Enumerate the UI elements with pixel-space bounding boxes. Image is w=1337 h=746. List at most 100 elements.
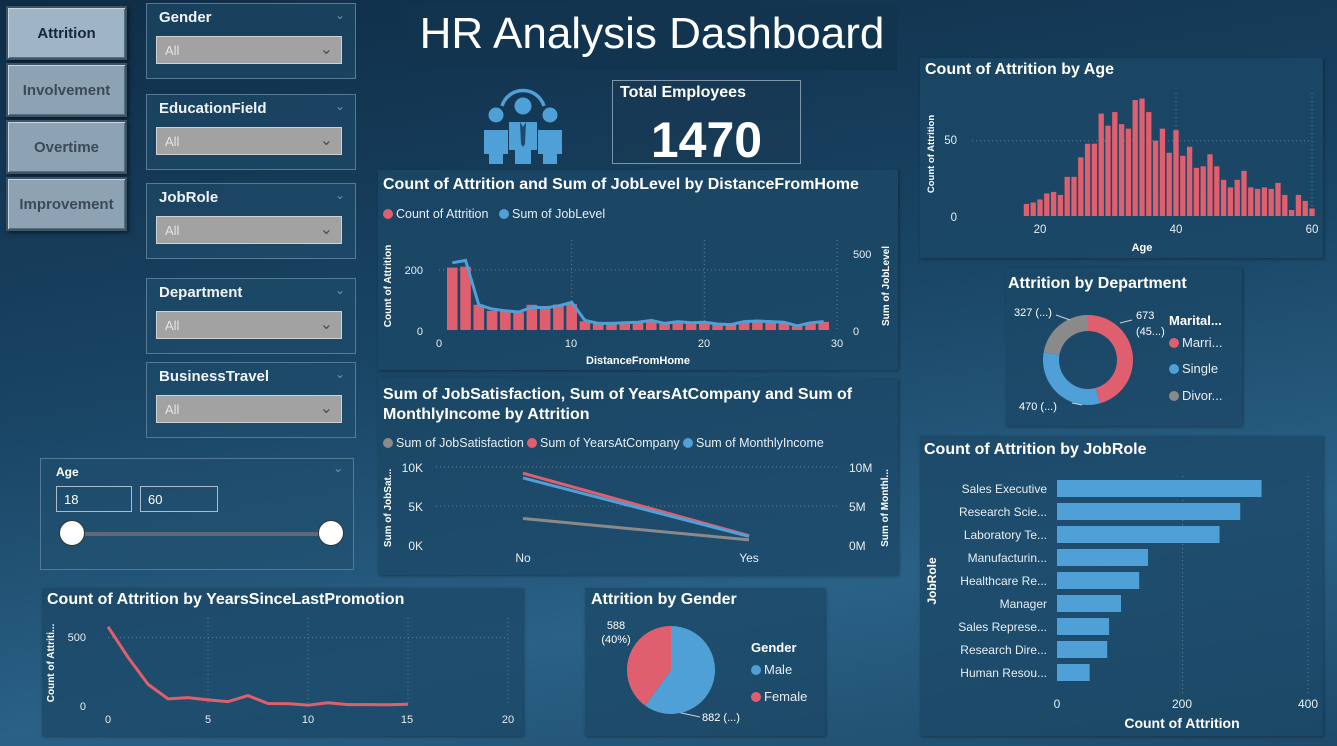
nav-button-overtime[interactable]: Overtime — [6, 120, 127, 174]
age-slider-track[interactable] — [72, 532, 331, 536]
educationfield-dropdown[interactable]: All ⌄ — [156, 127, 342, 155]
y-tick-label: Healthcare Re... — [960, 574, 1047, 588]
age-slicer: Age ⌄ 18 60 — [40, 458, 354, 570]
bar — [1227, 187, 1234, 216]
bar — [1295, 194, 1302, 216]
y-tick-label: Laboratory Te... — [964, 528, 1047, 542]
chart-title: Attrition by Department — [1008, 275, 1187, 292]
satisfaction-chart-panel: Sum of JobSatisfaction, Sum of YearsAtCo… — [378, 378, 898, 575]
chevron-down-icon[interactable]: ⌄ — [334, 99, 345, 113]
x-tick-label: 40 — [1170, 224, 1183, 236]
slicer-gender: Gender ⌄ All ⌄ — [146, 3, 356, 79]
slicer-label: Department — [159, 284, 243, 301]
distance-chart-panel: Count of Attrition and Sum of JobLevel b… — [378, 170, 898, 370]
slicer-label: JobRole — [159, 189, 219, 206]
bar — [1309, 208, 1315, 216]
bar — [712, 324, 723, 330]
page-title: HR Analysis Dashboard — [419, 9, 885, 58]
y-tick-label: Manufacturin... — [968, 551, 1047, 565]
legend-item[interactable]: Sum of MonthlyIncome — [683, 436, 824, 450]
promotion-chart-panel: Count of Attrition by YearsSinceLastProm… — [42, 588, 523, 736]
y-tick-label: Sales Represe... — [958, 620, 1047, 634]
donut-slice — [1043, 315, 1088, 356]
bar — [1057, 549, 1148, 566]
jobrole-dropdown[interactable]: All ⌄ — [156, 216, 342, 244]
chevron-down-icon[interactable]: ⌄ — [334, 283, 345, 297]
promotion-chart: Count of Attriti... 500 0 0 5 10 15 20 — [46, 618, 514, 726]
bar — [1044, 193, 1050, 216]
nav-button-involvement[interactable]: Involvement — [6, 63, 127, 117]
legend-item-male[interactable]: Male — [751, 662, 792, 677]
legend-item-single[interactable]: Single — [1169, 361, 1218, 376]
x-tick-label: 10 — [302, 714, 314, 726]
bar — [725, 324, 737, 330]
chevron-down-icon[interactable]: ⌄ — [334, 188, 345, 202]
legend-item[interactable]: Sum of YearsAtCompany — [527, 436, 680, 450]
age-slider-max-handle[interactable] — [318, 520, 344, 546]
x-tick-label: No — [515, 551, 531, 565]
y-axis-label: Count of Attrition — [383, 245, 394, 327]
bar — [1098, 113, 1104, 216]
businesstravel-dropdown[interactable]: All ⌄ — [156, 395, 342, 423]
distance-chart: Count of Attrition Sum of JobLevel Dista… — [383, 240, 892, 367]
chevron-down-icon: ⌄ — [319, 132, 333, 149]
bar — [1057, 194, 1064, 216]
legend-dot — [499, 209, 509, 219]
x-axis-label: Count of Attrition — [1124, 715, 1239, 731]
bar — [1091, 143, 1098, 216]
age-max-input[interactable]: 60 — [140, 486, 218, 512]
bar — [685, 323, 697, 330]
bar — [791, 326, 803, 330]
bar — [805, 323, 816, 330]
chevron-down-icon[interactable]: ⌄ — [334, 8, 345, 22]
bar — [1254, 188, 1261, 216]
legend-item-female[interactable]: Female — [751, 689, 807, 704]
chevron-down-icon[interactable]: ⌄ — [334, 367, 345, 381]
chart-title: Sum of JobSatisfaction, Sum of YearsAtCo… — [383, 386, 853, 423]
gender-dropdown[interactable]: All ⌄ — [156, 36, 342, 64]
x-axis-label: DistanceFromHome — [586, 355, 690, 367]
bar — [1125, 128, 1132, 216]
x-tick-label: 10 — [565, 338, 577, 350]
bar — [672, 322, 684, 330]
bar — [1288, 209, 1295, 216]
leader-line — [1055, 314, 1071, 321]
bar — [1200, 166, 1206, 216]
chevron-down-icon[interactable]: ⌄ — [332, 461, 343, 475]
legend-item[interactable]: Sum of JobSatisfaction — [383, 436, 524, 450]
team-people-icon — [480, 84, 566, 166]
bar — [1241, 170, 1247, 216]
y-tick-label: Sales Executive — [962, 482, 1048, 496]
title-panel: HR Analysis Dashboard — [407, 3, 897, 70]
department-dropdown[interactable]: All ⌄ — [156, 311, 342, 339]
x-axis-label: Age — [1132, 242, 1153, 254]
chart-title: Count of Attrition by Age — [925, 61, 1114, 78]
bar — [1186, 146, 1193, 216]
gender-pie — [627, 626, 715, 718]
legend-item-divorced[interactable]: Divor... — [1169, 388, 1222, 403]
legend-item[interactable]: Sum of JobLevel — [499, 207, 605, 221]
bar — [778, 322, 790, 330]
legend-item[interactable]: Count of Attrition — [383, 207, 488, 221]
y2-axis-label: Sum of JobLevel — [881, 246, 892, 326]
nav-button-attrition[interactable]: Attrition — [6, 6, 127, 60]
bar — [1037, 199, 1043, 216]
dropdown-value: All — [165, 43, 180, 58]
bar — [1159, 128, 1166, 216]
bar — [1173, 130, 1179, 216]
legend-dot — [1169, 364, 1179, 374]
age-slider-min-handle[interactable] — [59, 520, 85, 546]
x-tick-label: 20 — [502, 714, 514, 726]
nav-button-improvement[interactable]: Improvement — [6, 177, 127, 231]
legend-label: Single — [1182, 361, 1219, 376]
bar — [1166, 152, 1172, 216]
bar — [1302, 200, 1308, 216]
legend-item-married[interactable]: Marri... — [1169, 335, 1222, 350]
bar — [1057, 526, 1220, 543]
x-tick-label: 60 — [1306, 224, 1319, 236]
bar — [579, 321, 591, 330]
age-min-input[interactable]: 18 — [56, 486, 132, 512]
bar — [645, 320, 657, 330]
male-data-label: 882 (...) — [702, 712, 740, 724]
legend-label: Count of Attrition — [396, 207, 489, 221]
